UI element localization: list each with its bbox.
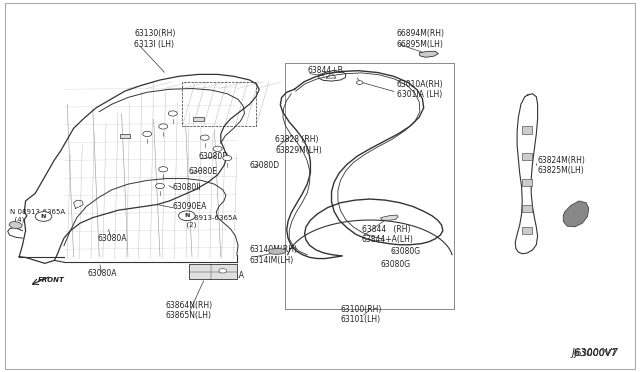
- Text: 63010A(RH)
6301IA (LH): 63010A(RH) 6301IA (LH): [397, 80, 444, 99]
- Text: N: N: [41, 214, 46, 219]
- Circle shape: [159, 167, 168, 172]
- Text: N 08913-6365A
  (4): N 08913-6365A (4): [10, 209, 65, 222]
- Text: 63080II: 63080II: [173, 183, 202, 192]
- Text: 63080A: 63080A: [97, 234, 127, 243]
- Text: 63824M(RH)
63825M(LH): 63824M(RH) 63825M(LH): [538, 156, 586, 175]
- Text: 66894M(RH)
66895M(LH): 66894M(RH) 66895M(LH): [397, 29, 445, 49]
- Text: J63000V7: J63000V7: [573, 349, 617, 358]
- Circle shape: [143, 131, 152, 137]
- Polygon shape: [189, 264, 237, 279]
- Polygon shape: [563, 201, 589, 227]
- Text: 63080E: 63080E: [189, 167, 218, 176]
- Text: 63080D: 63080D: [198, 152, 228, 161]
- Text: 63130(RH)
6313I (LH): 63130(RH) 6313I (LH): [134, 29, 176, 49]
- Text: 63140M(RH)
6314IM(LH): 63140M(RH) 6314IM(LH): [250, 245, 298, 264]
- Circle shape: [356, 81, 363, 84]
- Bar: [522, 227, 532, 234]
- Circle shape: [156, 183, 164, 189]
- Circle shape: [223, 155, 232, 161]
- Text: FRONT: FRONT: [38, 277, 65, 283]
- Circle shape: [219, 269, 227, 273]
- Bar: [522, 153, 532, 160]
- Bar: [522, 205, 532, 212]
- Text: 63080G: 63080G: [381, 260, 411, 269]
- Polygon shape: [269, 248, 286, 254]
- Bar: [120, 134, 130, 138]
- Bar: [522, 179, 532, 186]
- Polygon shape: [419, 51, 438, 57]
- Text: 63844   (RH)
63844+A(LH): 63844 (RH) 63844+A(LH): [362, 225, 413, 244]
- Circle shape: [200, 135, 209, 140]
- Circle shape: [35, 212, 52, 221]
- Text: 63828 (RH)
63829M(LH): 63828 (RH) 63829M(LH): [275, 135, 322, 155]
- Bar: [193, 117, 204, 121]
- Text: J63000V7: J63000V7: [572, 349, 619, 358]
- Circle shape: [213, 146, 222, 151]
- Text: 63080G: 63080G: [390, 247, 420, 256]
- Polygon shape: [9, 221, 22, 229]
- Bar: [522, 126, 532, 134]
- Text: 63864N(RH)
63865N(LH): 63864N(RH) 63865N(LH): [165, 301, 212, 320]
- Text: N 08913-6365A
  (2): N 08913-6365A (2): [182, 215, 237, 228]
- Text: 63080A: 63080A: [88, 269, 117, 278]
- Circle shape: [179, 211, 195, 221]
- Text: 63844+B: 63844+B: [307, 66, 343, 75]
- Text: 63080D: 63080D: [250, 161, 280, 170]
- Text: N: N: [184, 213, 189, 218]
- Polygon shape: [381, 215, 398, 220]
- Text: 63080AA: 63080AA: [210, 271, 244, 280]
- Text: 63100(RH)
63101(LH): 63100(RH) 63101(LH): [341, 305, 382, 324]
- Circle shape: [159, 124, 168, 129]
- Circle shape: [168, 111, 177, 116]
- Text: 63090EA: 63090EA: [173, 202, 207, 211]
